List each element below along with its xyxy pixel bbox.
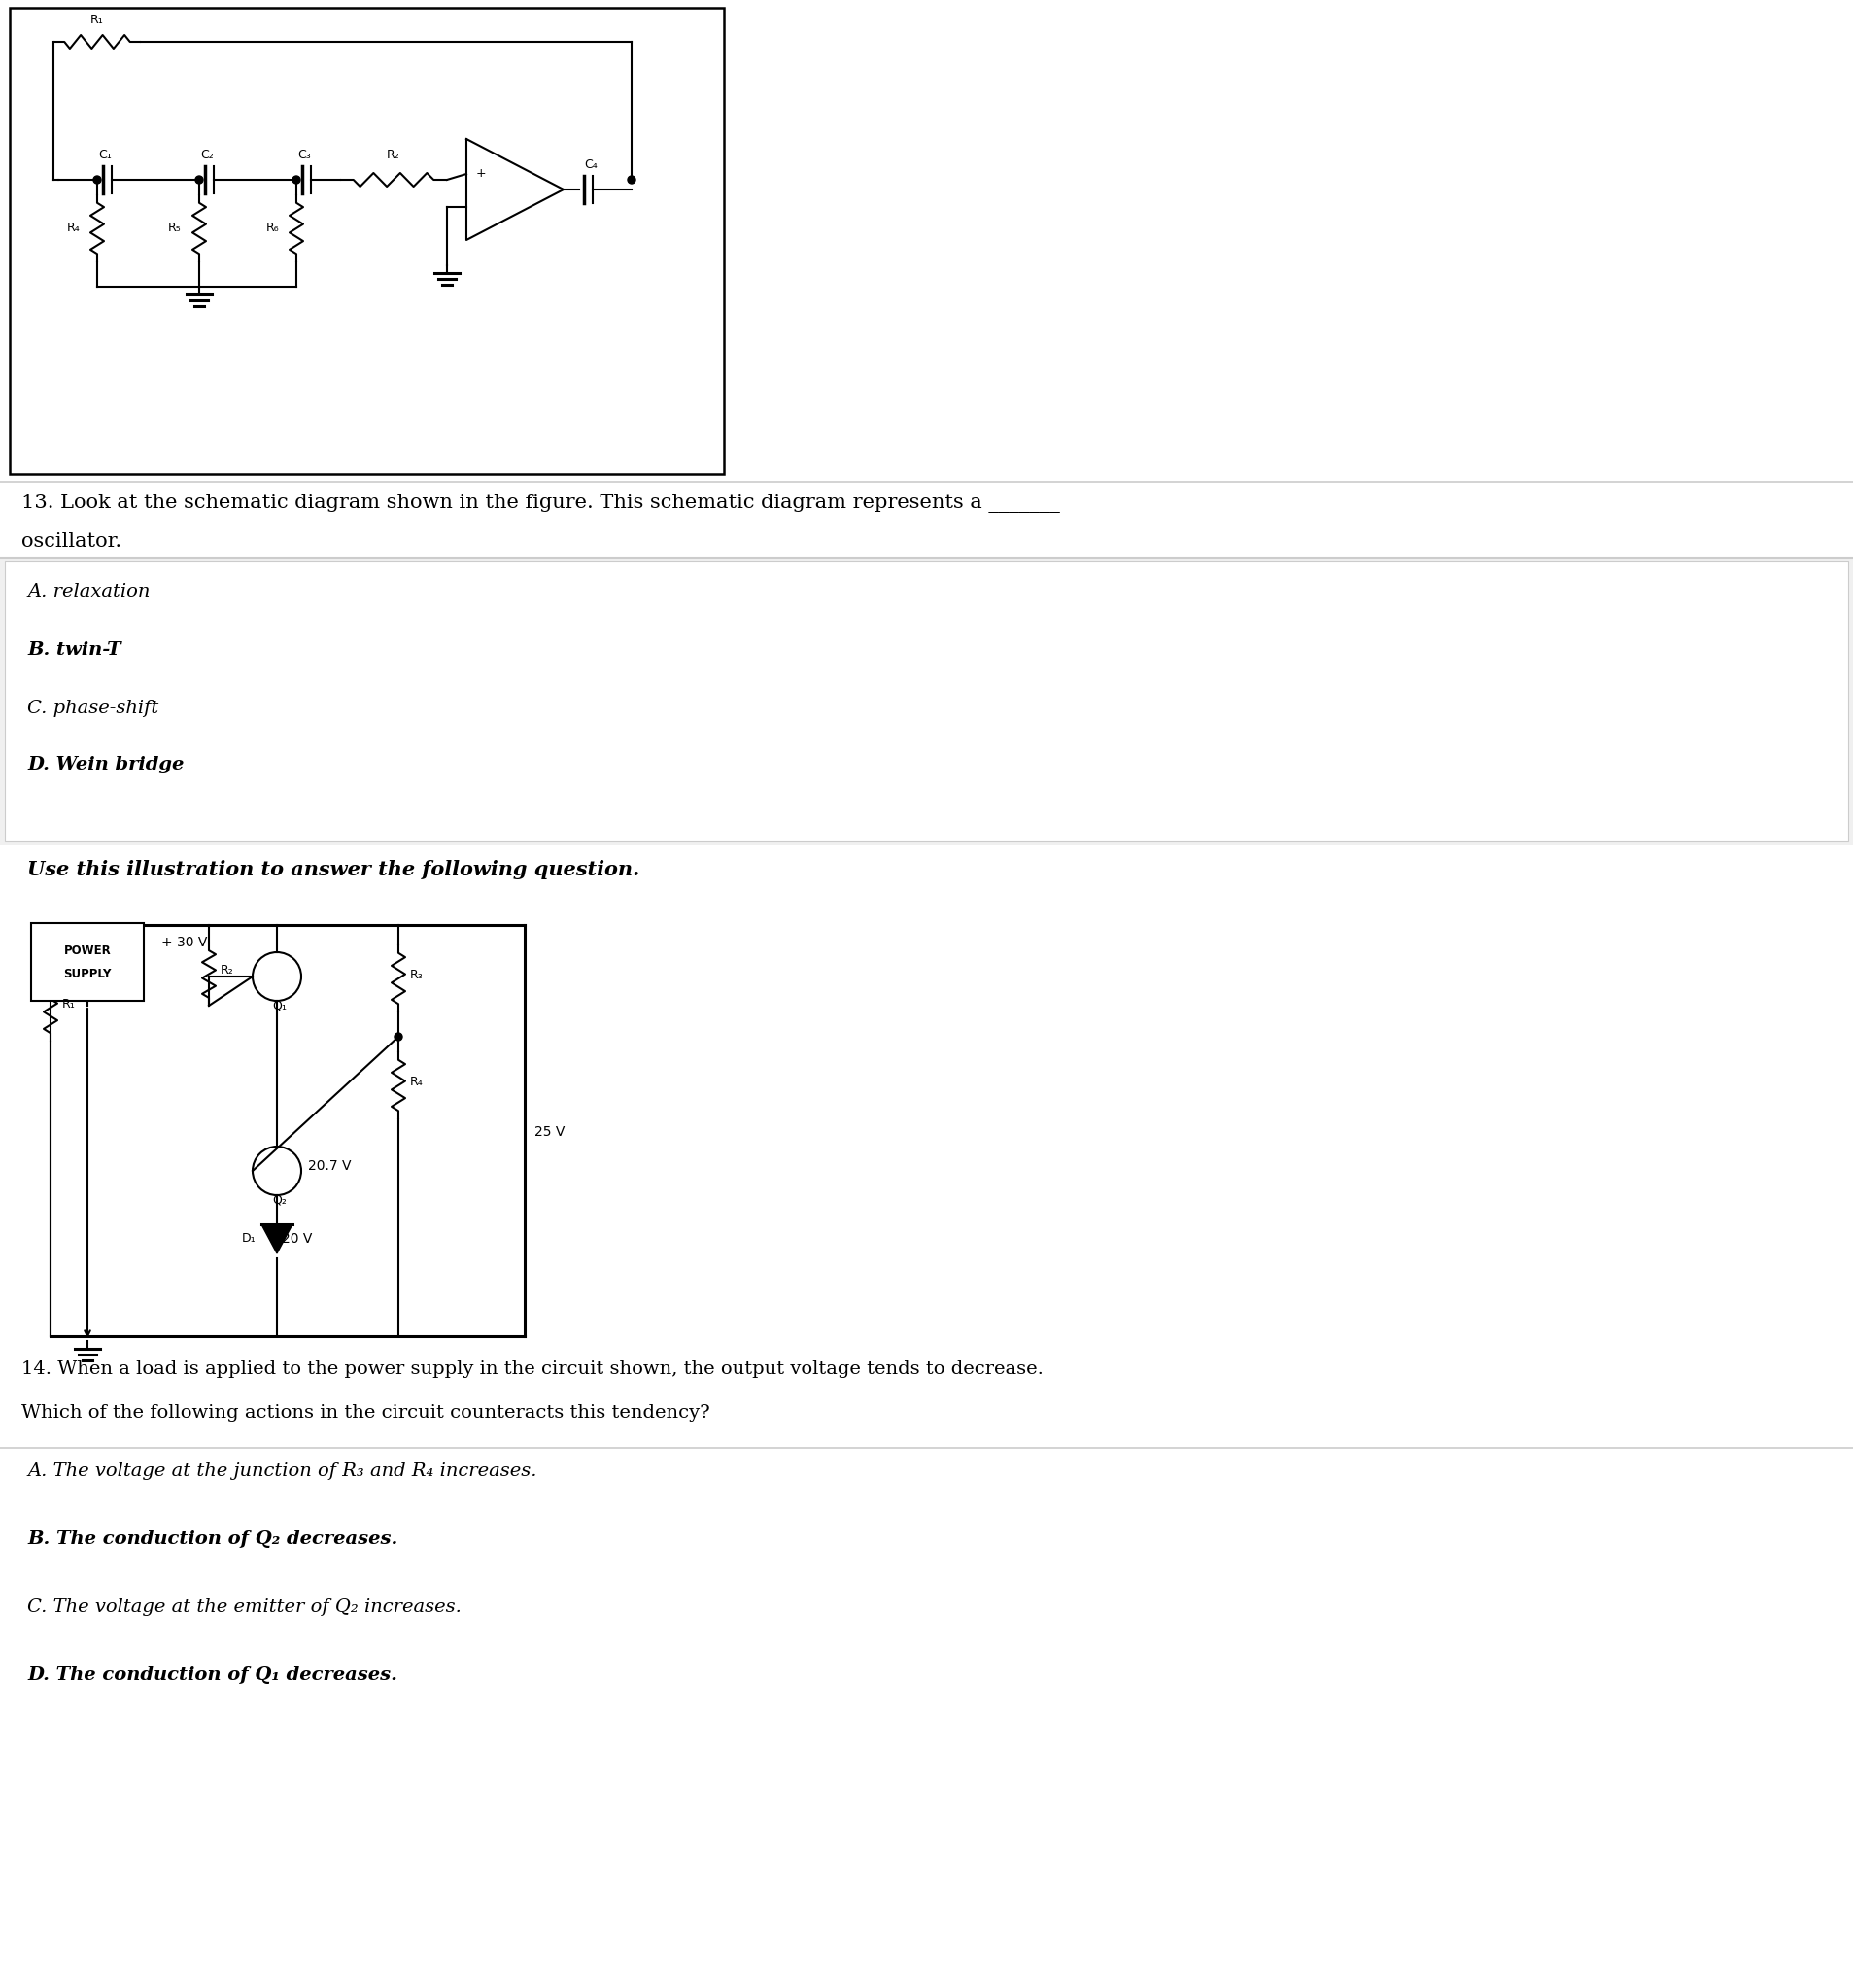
Text: +: + [476,167,487,181]
Text: 13. Look at the schematic diagram shown in the figure. This schematic diagram re: 13. Look at the schematic diagram shown … [22,493,1060,513]
Text: R₂: R₂ [387,149,400,161]
Text: C. phase-shift: C. phase-shift [28,700,159,718]
Text: 20.7 V: 20.7 V [308,1159,352,1173]
Text: D. The conduction of Q₁ decreases.: D. The conduction of Q₁ decreases. [28,1666,397,1684]
Text: D₁: D₁ [241,1233,256,1244]
Text: R₅: R₅ [169,223,182,235]
Bar [0,559,1853,845]
Text: oscillator.: oscillator. [22,533,122,551]
Text: C₃: C₃ [298,149,311,161]
Bar [32,922,145,1000]
Text: R₁: R₁ [91,14,104,26]
Text: R₆: R₆ [265,223,278,235]
Circle shape [293,175,300,183]
Bar [6,561,1847,841]
Text: Q₂: Q₂ [272,1195,287,1207]
Circle shape [195,175,204,183]
Polygon shape [261,1225,293,1252]
Text: C. The voltage at the emitter of Q₂ increases.: C. The voltage at the emitter of Q₂ incr… [28,1598,461,1616]
Text: A. The voltage at the junction of R₃ and R₄ increases.: A. The voltage at the junction of R₃ and… [28,1463,537,1479]
Circle shape [93,175,102,183]
Text: 14. When a load is applied to the power supply in the circuit shown, the output : 14. When a load is applied to the power … [22,1360,1043,1378]
Text: 25 V: 25 V [534,1125,565,1139]
Circle shape [395,1034,402,1040]
Text: R₁: R₁ [63,998,76,1010]
Text: R₄: R₄ [67,223,80,235]
Text: B. The conduction of Q₂ decreases.: B. The conduction of Q₂ decreases. [28,1531,398,1549]
Bar [9,8,725,475]
Text: A. relaxation: A. relaxation [28,582,150,600]
Circle shape [628,175,636,183]
Text: B. twin-T: B. twin-T [28,642,120,658]
Text: + 30 V: + 30 V [161,936,208,950]
Text: D. Wein bridge: D. Wein bridge [28,755,183,773]
Text: R₃: R₃ [410,968,424,982]
Text: R₄: R₄ [410,1076,424,1087]
Text: 20 V: 20 V [282,1233,313,1246]
Text: POWER: POWER [63,944,111,956]
Text: C₄: C₄ [584,159,597,171]
Text: C₂: C₂ [200,149,213,161]
Text: C₁: C₁ [98,149,111,161]
Text: Which of the following actions in the circuit counteracts this tendency?: Which of the following actions in the ci… [22,1404,710,1421]
Text: SUPPLY: SUPPLY [63,968,111,980]
Text: Use this illustration to answer the following question.: Use this illustration to answer the foll… [28,861,639,879]
Text: Q₁: Q₁ [272,1000,287,1012]
Text: R₂: R₂ [221,964,233,976]
